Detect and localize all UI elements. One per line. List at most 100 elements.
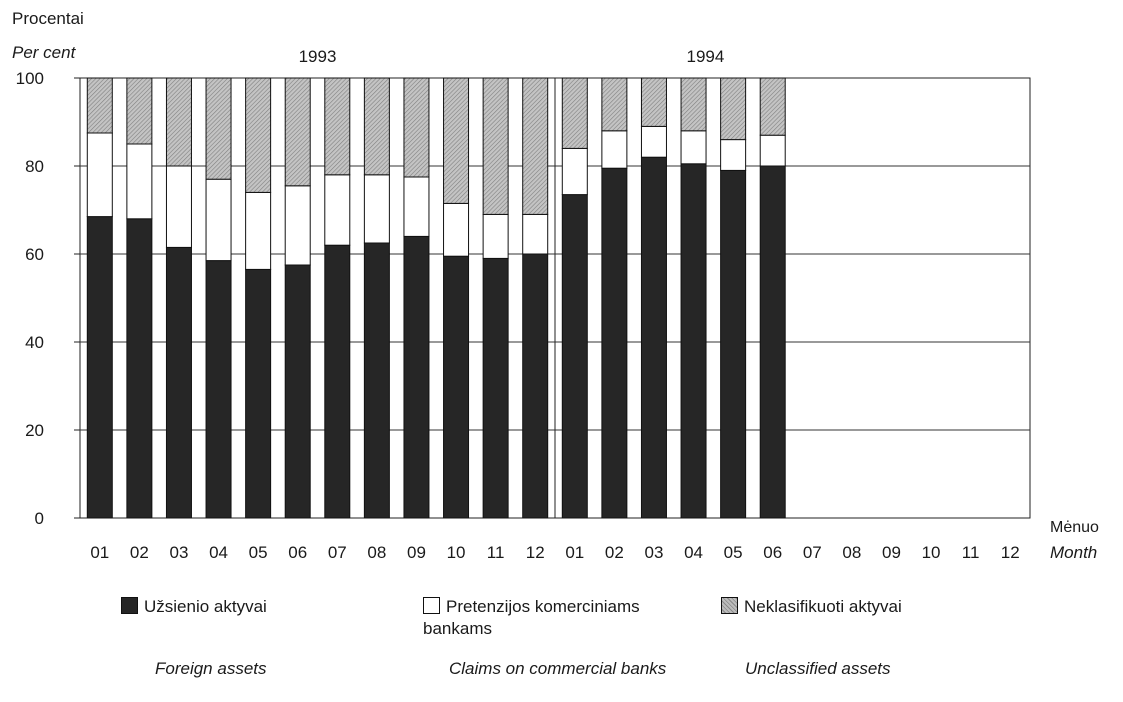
x-axis-title-lt: Mėnuo xyxy=(1050,519,1099,536)
x-tick-label: 06 xyxy=(763,543,782,562)
bar-claims xyxy=(205,178,232,262)
y-tick-label: 40 xyxy=(25,333,44,352)
x-tick-label: 08 xyxy=(842,543,861,562)
x-tick-label: 10 xyxy=(447,543,466,562)
bar-claims xyxy=(482,213,509,259)
bar-claims xyxy=(126,143,153,220)
x-tick-label: 02 xyxy=(605,543,624,562)
bar-claims xyxy=(759,134,786,167)
y-axis-title-lt: Procentai xyxy=(12,9,84,28)
bar-claims xyxy=(443,202,470,257)
bar-foreign-assets xyxy=(324,244,351,519)
x-tick-label: 03 xyxy=(169,543,188,562)
bar-claims xyxy=(720,139,747,171)
bar-unclassified xyxy=(601,77,628,132)
x-tick-label: 08 xyxy=(367,543,386,562)
y-tick-label: 80 xyxy=(25,157,44,176)
bar-foreign-assets xyxy=(482,257,509,519)
legend-swatch-foreign-assets xyxy=(121,597,138,614)
legend-item-unclassified: Neklasifikuoti aktyvai xyxy=(721,596,902,618)
bar-claims xyxy=(86,132,113,218)
bar-foreign-assets xyxy=(205,260,232,519)
bar-unclassified xyxy=(403,77,430,178)
x-tick-label: 06 xyxy=(288,543,307,562)
y-tick-label: 100 xyxy=(16,69,44,88)
year-label-1993: 1993 xyxy=(299,47,337,66)
legend-item-claims: Pretenzijos komerciniams bankams xyxy=(423,596,713,640)
bar-foreign-assets xyxy=(522,253,549,519)
x-tick-label: 05 xyxy=(724,543,743,562)
legend-swatch-claims xyxy=(423,597,440,614)
x-tick-label: 07 xyxy=(803,543,822,562)
x-tick-label: 02 xyxy=(130,543,149,562)
bar-foreign-assets xyxy=(403,235,430,519)
x-tick-label: 12 xyxy=(1001,543,1020,562)
bar-foreign-assets xyxy=(640,156,667,519)
bar-foreign-assets xyxy=(284,264,311,519)
y-axis-title-en: Per cent xyxy=(12,43,77,62)
legend-en-unclassified: Unclassified assets xyxy=(745,659,891,678)
legend-label-unclassified: Neklasifikuoti aktyvai xyxy=(744,597,902,616)
bar-foreign-assets xyxy=(680,163,707,519)
bar-unclassified xyxy=(324,77,351,176)
x-tick-label: 11 xyxy=(487,543,505,562)
bar-unclassified xyxy=(126,77,153,145)
x-tick-label: 03 xyxy=(644,543,663,562)
legend-en-foreign-assets: Foreign assets xyxy=(155,659,267,678)
bar-claims xyxy=(324,174,351,246)
bar-unclassified xyxy=(245,77,272,193)
bar-claims xyxy=(680,130,707,165)
bar-unclassified xyxy=(522,77,549,215)
bar-unclassified xyxy=(640,77,667,127)
bar-unclassified xyxy=(86,77,113,134)
bar-claims xyxy=(363,174,390,244)
bar-claims xyxy=(284,185,311,266)
bar-claims xyxy=(522,213,549,255)
bar-foreign-assets xyxy=(720,169,747,519)
x-tick-label: 07 xyxy=(328,543,347,562)
bar-unclassified xyxy=(363,77,390,176)
bar-foreign-assets xyxy=(86,216,113,519)
x-tick-label: 04 xyxy=(684,543,703,562)
bar-claims xyxy=(245,191,272,270)
bar-claims xyxy=(601,130,628,169)
x-tick-label: 11 xyxy=(962,543,980,562)
y-tick-label: 0 xyxy=(35,509,44,528)
x-tick-label: 01 xyxy=(90,543,109,562)
bar-unclassified xyxy=(205,77,232,180)
x-tick-label: 09 xyxy=(407,543,426,562)
bar-claims xyxy=(640,125,667,158)
bar-foreign-assets xyxy=(126,218,153,519)
x-tick-label: 12 xyxy=(526,543,545,562)
bar-claims xyxy=(561,147,588,196)
bar-foreign-assets xyxy=(443,255,470,519)
legend-label-claims: Pretenzijos komerciniams bankams xyxy=(423,597,640,638)
legend-en-claims: Claims on commercial banks xyxy=(449,659,667,678)
bar-claims xyxy=(165,165,192,248)
x-tick-label: 05 xyxy=(249,543,268,562)
bar-unclassified xyxy=(759,77,786,136)
bar-unclassified xyxy=(680,77,707,132)
bar-foreign-assets xyxy=(561,194,588,519)
legend: Užsienio aktyvai Pretenzijos komerciniam… xyxy=(0,596,1123,702)
x-axis-title-en: Month xyxy=(1050,543,1097,562)
x-tick-label: 04 xyxy=(209,543,228,562)
bar-unclassified xyxy=(165,77,192,167)
legend-swatch-unclassified xyxy=(721,597,738,614)
bar-unclassified xyxy=(284,77,311,187)
bar-unclassified xyxy=(561,77,588,149)
legend-label-foreign-assets: Užsienio aktyvai xyxy=(144,597,267,616)
bar-unclassified xyxy=(443,77,470,204)
year-label-1994: 1994 xyxy=(687,47,725,66)
bar-unclassified xyxy=(482,77,509,215)
legend-item-foreign-assets: Užsienio aktyvai xyxy=(121,596,267,618)
x-tick-label: 10 xyxy=(922,543,941,562)
y-tick-label: 60 xyxy=(25,245,44,264)
y-tick-label: 20 xyxy=(25,421,44,440)
bar-foreign-assets xyxy=(363,242,390,519)
bar-foreign-assets xyxy=(165,246,192,519)
bar-claims xyxy=(403,176,430,237)
x-tick-label: 09 xyxy=(882,543,901,562)
bar-unclassified xyxy=(720,77,747,141)
